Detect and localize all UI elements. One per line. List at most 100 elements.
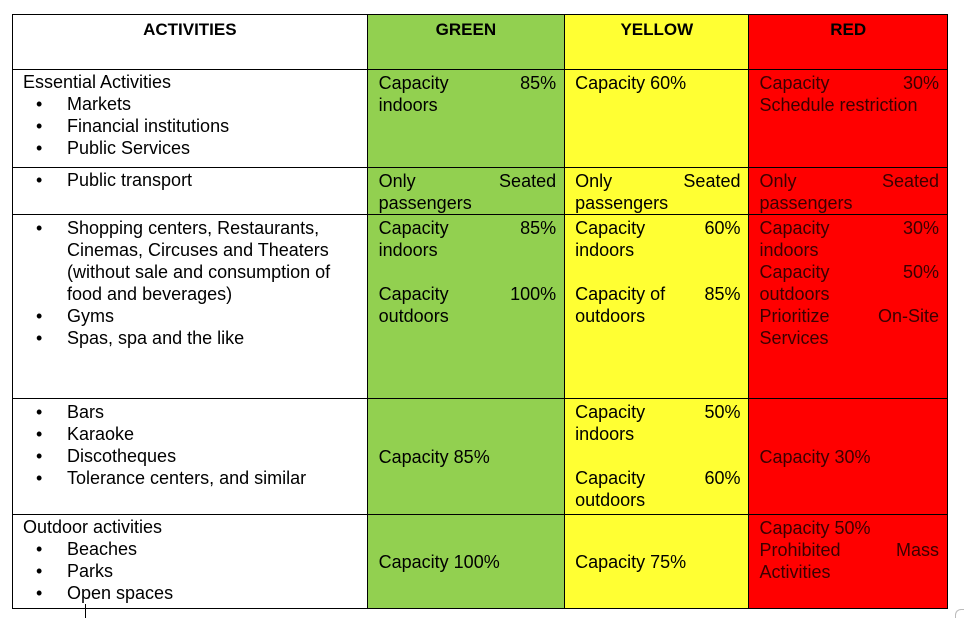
green-cell: Capacity 85%: [366, 398, 566, 515]
green-value: 100%: [510, 284, 557, 304]
list-item: Public transport: [36, 169, 367, 191]
list-item: Bars: [36, 401, 367, 423]
list-item: Spas, spa and the like: [36, 327, 359, 349]
activity-list: Markets Financial institutions Public Se…: [13, 93, 367, 159]
green-text: Seated: [499, 171, 557, 191]
green-cell: Only Seated passengers: [366, 167, 566, 215]
yellow-text: indoors: [575, 240, 635, 260]
header-red: RED: [748, 14, 948, 70]
yellow-text: outdoors: [575, 490, 646, 510]
activity-cell: Bars Karaoke Discotheques Tolerance cent…: [12, 398, 368, 515]
table-row: Public transport Only Seated passengers O…: [12, 167, 948, 215]
text-cursor: [85, 604, 86, 618]
red-text: Mass: [895, 540, 939, 560]
green-value: 85%: [520, 73, 557, 93]
list-item: Parks: [36, 560, 367, 582]
list-item: Open spaces: [36, 582, 367, 604]
green-text: Capacity: [378, 218, 449, 238]
yellow-value: 50%: [704, 402, 741, 422]
red-text: indoors: [759, 240, 819, 260]
header-row: ACTIVITIES GREEN YELLOW RED: [12, 14, 948, 70]
list-item: Shopping centers, Restaurants, Cinemas, …: [36, 217, 359, 305]
red-text: Seated: [881, 171, 939, 191]
header-yellow: YELLOW: [564, 14, 750, 70]
red-text: outdoors: [759, 284, 830, 304]
red-value: 30%: [902, 218, 939, 238]
red-text: Capacity: [759, 73, 830, 93]
header-green: GREEN: [366, 14, 566, 70]
yellow-text: Capacity: [575, 468, 646, 488]
red-text: passengers: [759, 193, 853, 213]
green-text: indoors: [378, 240, 438, 260]
list-item: Discotheques: [36, 445, 367, 467]
red-text: Services: [759, 328, 829, 348]
green-text: Capacity 100%: [378, 551, 500, 572]
green-text: passengers: [378, 193, 472, 213]
list-item: Public Services: [36, 137, 367, 159]
yellow-text: Capacity 60%: [575, 73, 687, 93]
activity-cell: Public transport: [12, 167, 368, 215]
red-cell: Capacity 50% Prohibited Mass Activities: [748, 514, 948, 609]
red-cell: Capacity 30%: [748, 398, 948, 515]
red-text: Only: [759, 171, 797, 191]
activity-cell: Outdoor activities Beaches Parks Open sp…: [12, 514, 368, 609]
red-text: Capacity: [759, 262, 830, 282]
activity-cell: Shopping centers, Restaurants, Cinemas, …: [12, 214, 368, 399]
yellow-text: Capacity 75%: [575, 551, 687, 572]
activity-list: Shopping centers, Restaurants, Cinemas, …: [13, 215, 367, 349]
activity-cell: Essential Activities Markets Financial i…: [12, 69, 368, 168]
green-cell: Capacity 85% indoors: [366, 69, 566, 168]
green-value: 85%: [520, 218, 557, 238]
green-text: Capacity: [378, 284, 449, 304]
document-page: ACTIVITIES GREEN YELLOW RED Essential Ac…: [12, 14, 948, 609]
activities-color-table: ACTIVITIES GREEN YELLOW RED Essential Ac…: [12, 14, 948, 609]
header-activities: ACTIVITIES: [12, 14, 368, 70]
green-text: outdoors: [378, 306, 449, 326]
yellow-text: Capacity: [575, 218, 646, 238]
green-text: Only: [378, 171, 416, 191]
yellow-cell: Capacity 60% indoors Capacity of 85% outdo…: [564, 214, 750, 399]
red-text: Schedule restriction: [759, 95, 918, 115]
red-value: 30%: [902, 73, 939, 93]
red-text: Prohibited: [759, 540, 841, 560]
green-text: indoors: [378, 95, 438, 115]
red-text: Capacity: [759, 218, 830, 238]
yellow-cell: Only Seated passengers: [564, 167, 750, 215]
yellow-value: 85%: [704, 284, 741, 304]
category-label: Essential Activities: [23, 72, 172, 92]
table-row: Essential Activities Markets Financial i…: [12, 69, 948, 168]
red-cell: Only Seated passengers: [748, 167, 948, 215]
red-value: 50%: [902, 262, 939, 282]
activity-list: Public transport: [13, 168, 367, 191]
yellow-value: 60%: [704, 218, 741, 238]
yellow-text: Only: [575, 171, 613, 191]
table-row: Bars Karaoke Discotheques Tolerance cent…: [12, 398, 948, 515]
red-text: Capacity 30%: [759, 446, 871, 467]
green-cell: Capacity 85% indoors Capacity 100% outdoor…: [366, 214, 566, 399]
yellow-cell: Capacity 60%: [564, 69, 750, 168]
red-text: On-Site: [877, 306, 939, 326]
yellow-cell: Capacity 50% indoors Capacity 60% outdoors: [564, 398, 750, 515]
yellow-text: Capacity of: [575, 284, 666, 304]
red-text: Prioritize: [759, 306, 830, 326]
list-item: Tolerance centers, and similar: [36, 467, 367, 489]
green-cell: Capacity 100%: [366, 514, 566, 609]
green-text: Capacity 85%: [378, 446, 490, 467]
red-text: Capacity 50%: [759, 518, 871, 538]
list-item: Karaoke: [36, 423, 367, 445]
yellow-text: Seated: [683, 171, 741, 191]
yellow-text: passengers: [575, 193, 669, 213]
list-item: Beaches: [36, 538, 367, 560]
activity-list: Bars Karaoke Discotheques Tolerance cent…: [13, 399, 367, 489]
table-row: Outdoor activities Beaches Parks Open sp…: [12, 514, 948, 609]
activity-list: Beaches Parks Open spaces: [13, 538, 367, 604]
yellow-text: Capacity: [575, 402, 646, 422]
yellow-value: 60%: [704, 468, 741, 488]
red-cell: Capacity 30% indoors Capacity 50% outdoors…: [748, 214, 948, 399]
red-text: Activities: [759, 562, 831, 582]
table-row: Shopping centers, Restaurants, Cinemas, …: [12, 214, 948, 399]
list-item: Markets: [36, 93, 367, 115]
green-text: Capacity: [378, 73, 449, 93]
page-corner-mark: [955, 609, 964, 618]
yellow-text: outdoors: [575, 306, 646, 326]
